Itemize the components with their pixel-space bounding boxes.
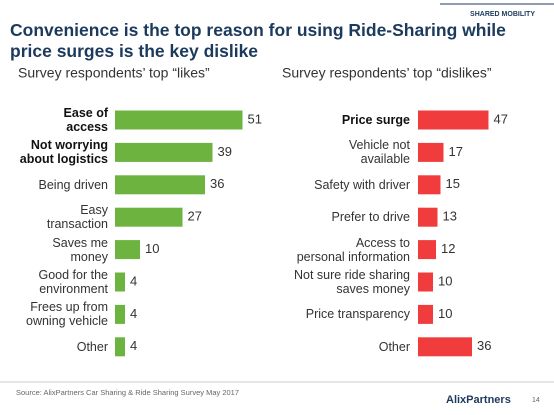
category-label: Being driven — [38, 177, 109, 192]
bar — [115, 142, 213, 162]
value-label: 17 — [449, 144, 463, 159]
section-label: SHARED MOBILITY — [470, 11, 535, 18]
category-label: Not sure ride sharing saves money — [293, 268, 410, 296]
value-label: 39 — [218, 144, 232, 159]
category-label: Price surge — [341, 113, 410, 127]
bar — [115, 175, 205, 195]
value-label: 47 — [494, 111, 508, 126]
bar — [115, 337, 125, 357]
category-label: Other — [378, 339, 410, 354]
value-label: 15 — [446, 176, 460, 191]
bar — [418, 175, 441, 195]
category-label: Prefer to drive — [331, 210, 410, 225]
bar — [115, 207, 183, 227]
source: Source: AlixPartners Car Sharing & Ride … — [16, 388, 239, 397]
bar — [418, 142, 444, 162]
bar — [418, 272, 433, 292]
logo: AlixPartners — [446, 394, 511, 406]
category-label: Vehicle not available — [348, 138, 410, 167]
category-label: Saves me money — [52, 235, 108, 264]
value-label: 36 — [210, 176, 224, 191]
category-label: Frees up from owning vehicle — [26, 300, 108, 329]
chart-title: Survey respondents’ top “likes” — [18, 65, 210, 81]
category-label: Ease of access — [63, 106, 108, 134]
value-label: 4 — [130, 338, 137, 353]
value-label: 10 — [145, 241, 159, 256]
value-label: 10 — [438, 306, 452, 321]
category-label: Other — [76, 339, 108, 354]
category-label: Not worrying about logistics — [19, 138, 108, 167]
chart-title: Survey respondents’ top “dislikes” — [282, 65, 492, 81]
value-label: 36 — [477, 338, 491, 353]
bar — [115, 110, 243, 130]
value-label: 4 — [130, 273, 137, 288]
bar — [115, 240, 140, 260]
category-label: Price transparency — [305, 307, 410, 322]
value-label: 27 — [188, 209, 202, 224]
bar — [115, 272, 125, 292]
bar — [115, 304, 125, 324]
bar — [418, 304, 433, 324]
page-number: 14 — [532, 397, 540, 404]
value-label: 10 — [438, 273, 452, 288]
value-label: 51 — [248, 111, 262, 126]
value-label: 4 — [130, 306, 137, 321]
category-label: Good for the environment — [38, 268, 109, 296]
bar — [418, 110, 489, 130]
slide-title: Convenience is the top reason for using … — [10, 20, 506, 61]
category-label: Access to personal information — [296, 235, 410, 264]
bar — [418, 240, 436, 260]
bar — [418, 207, 438, 227]
category-label: Safety with driver — [314, 177, 410, 192]
value-label: 13 — [443, 209, 457, 224]
bar — [418, 337, 472, 357]
value-label: 12 — [441, 241, 455, 256]
category-label: Easy transaction — [46, 203, 108, 232]
